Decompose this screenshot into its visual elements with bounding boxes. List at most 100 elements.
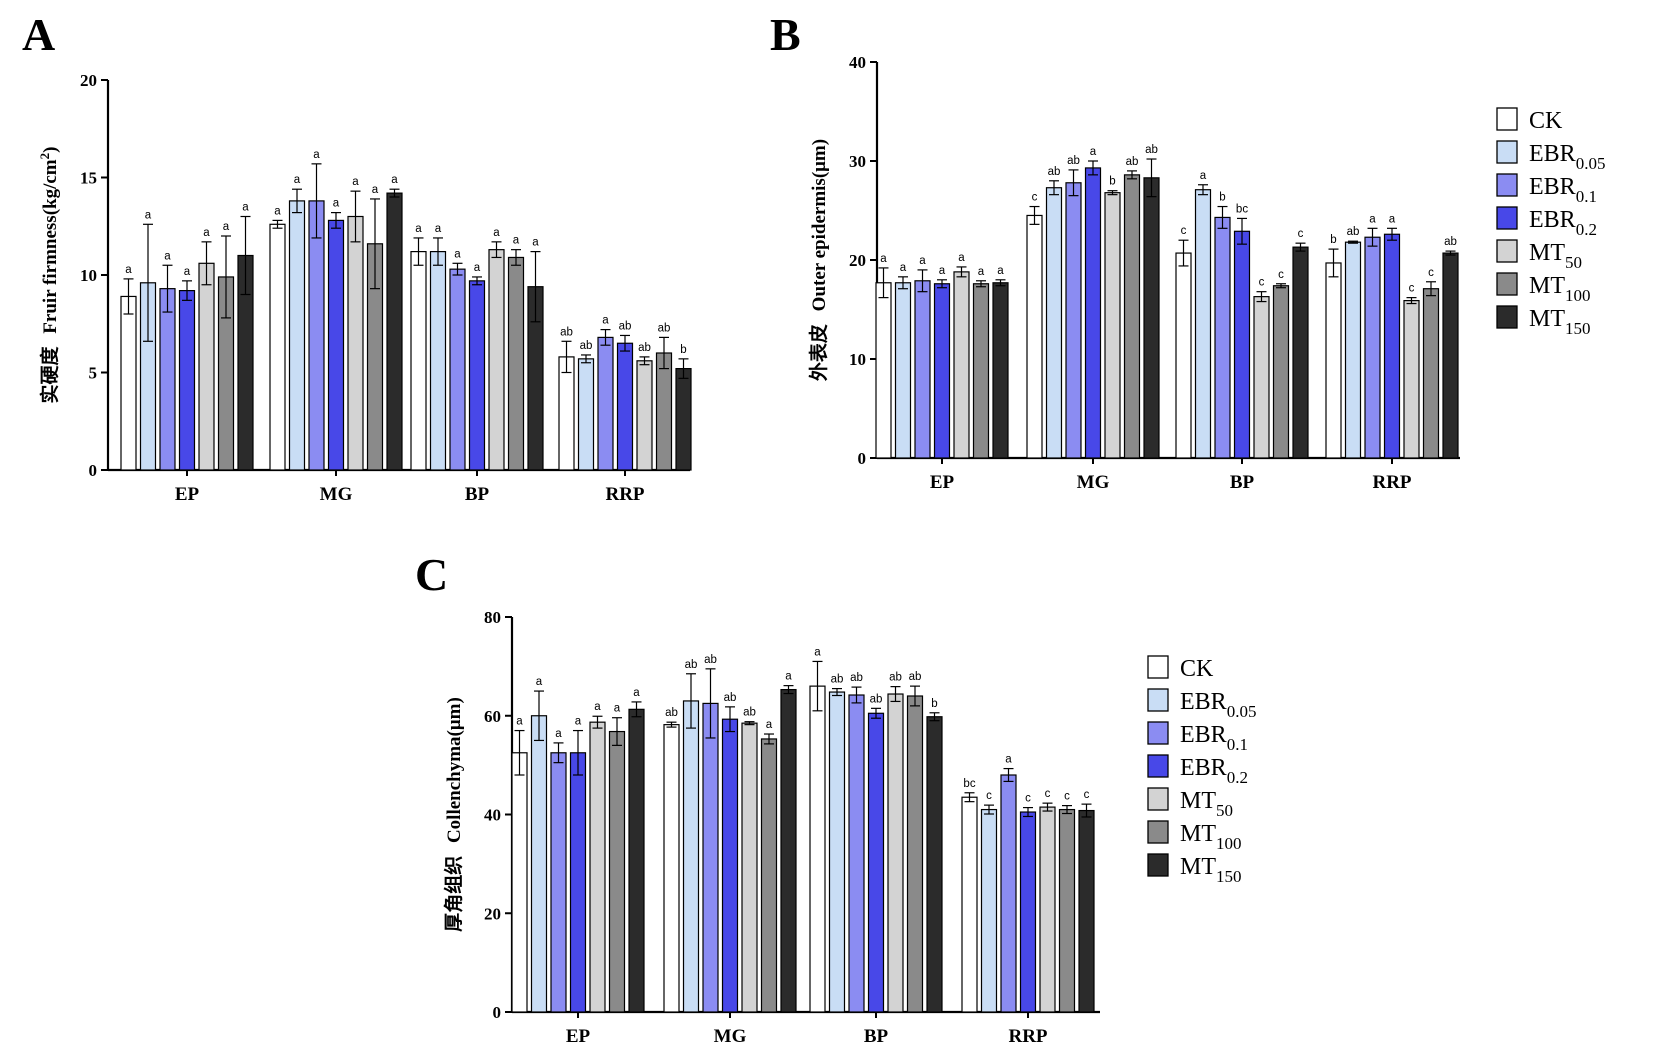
significance-letter: ab: [685, 659, 698, 671]
legend-swatch: [1496, 140, 1518, 164]
bar: [488, 249, 505, 471]
bar: [1045, 187, 1063, 459]
legend-label: MT150: [1180, 854, 1242, 886]
bar: [1026, 214, 1043, 459]
bar: [1039, 806, 1056, 1013]
significance-letter: a: [415, 223, 422, 235]
bar: [1194, 189, 1212, 459]
legend-swatch: [1496, 173, 1518, 197]
significance-letter: a: [125, 264, 132, 276]
significance-letter: ab: [704, 654, 717, 666]
y-axis-title-cn: 厚角组织: [442, 851, 465, 932]
y-tick-label: 40: [484, 806, 501, 825]
y-tick-label: 10: [849, 350, 866, 369]
panel-letter-b: B: [770, 9, 801, 60]
significance-letter: a: [1389, 213, 1396, 225]
significance-letter: ab: [1048, 166, 1061, 178]
legend-label: MT50: [1529, 240, 1582, 272]
bar: [1084, 167, 1102, 459]
y-tick-label: 0: [89, 461, 98, 480]
bar: [429, 251, 447, 471]
significance-letter: c: [1409, 283, 1415, 295]
significance-letter: a: [532, 237, 539, 249]
significance-letter: b: [1330, 234, 1336, 246]
significance-letter: a: [242, 202, 249, 214]
bar: [867, 712, 885, 1013]
significance-letter: a: [372, 184, 379, 196]
significance-letter: c: [1428, 267, 1434, 279]
bar: [675, 368, 692, 471]
significance-letter: ab: [1347, 226, 1360, 238]
significance-letter: ab: [850, 672, 863, 684]
significance-letter: a: [223, 221, 230, 233]
significance-letter: ab: [870, 693, 883, 705]
bar: [120, 295, 137, 471]
significance-letter: ab: [665, 707, 678, 719]
legend-label: EBR0.1: [1180, 722, 1248, 754]
significance-letter: a: [454, 248, 461, 260]
bar: [1364, 236, 1381, 459]
significance-letter: ab: [909, 671, 922, 683]
significance-letter: ab: [580, 340, 593, 352]
significance-letter: ab: [1067, 155, 1080, 167]
bar: [887, 693, 904, 1013]
legend-label: EBR0.1: [1529, 174, 1597, 206]
legend-swatch: [1147, 655, 1169, 679]
x-category-label: EP: [175, 484, 200, 505]
significance-letter: a: [145, 209, 152, 221]
y-axis-title-en: Outer epidermis(μm): [809, 139, 830, 311]
significance-letter: a: [536, 676, 543, 688]
significance-letter: a: [1369, 213, 1376, 225]
bar: [569, 752, 587, 1013]
y-tick-label: 5: [89, 364, 98, 383]
significance-letter: a: [594, 701, 601, 713]
bar: [906, 695, 924, 1013]
bar: [926, 716, 943, 1013]
significance-letter: a: [900, 262, 907, 274]
significance-letter: a: [614, 703, 621, 715]
significance-letter: a: [352, 176, 359, 188]
x-category-label: MG: [714, 1026, 747, 1047]
significance-letter: ab: [1444, 236, 1457, 248]
bar: [1292, 246, 1309, 459]
bar: [1272, 285, 1290, 459]
significance-letter: a: [164, 250, 171, 262]
y-axis-title: 厚角组织 Collenchyma(μm): [442, 697, 465, 932]
legend-label: EBR0.2: [1529, 207, 1597, 239]
bar: [1233, 230, 1251, 459]
bar: [386, 192, 403, 471]
significance-letter: a: [294, 174, 301, 186]
bar: [980, 808, 998, 1013]
x-category-label: BP: [1230, 472, 1255, 493]
bar: [1058, 808, 1076, 1013]
legend-swatch: [1496, 305, 1518, 329]
legend-label: EBR0.2: [1180, 755, 1248, 787]
significance-letter: a: [1090, 146, 1097, 158]
legend-label: MT150: [1529, 306, 1591, 338]
legend-swatch: [1147, 853, 1169, 877]
legend-swatch: [1496, 107, 1518, 131]
legend-label: MT50: [1180, 788, 1233, 820]
legend-label: EBR0.05: [1529, 141, 1605, 173]
significance-letter: bc: [1236, 203, 1248, 215]
x-category-label: EP: [930, 472, 955, 493]
significance-letter: a: [958, 252, 965, 264]
bar: [288, 200, 306, 471]
significance-letter: a: [274, 205, 281, 217]
panel-letter-c: C: [415, 549, 448, 600]
significance-letter: a: [391, 174, 398, 186]
x-category-label: RRP: [605, 484, 644, 505]
bar: [1214, 216, 1231, 459]
legend-swatch: [1147, 721, 1169, 745]
bar: [894, 282, 912, 459]
bar: [1442, 252, 1459, 459]
bar: [721, 718, 739, 1013]
legend-label: CK: [1180, 656, 1214, 682]
y-tick-label: 40: [849, 53, 866, 72]
significance-letter: c: [986, 790, 992, 802]
y-axis-title: 外表皮 Outer epidermis(μm): [807, 139, 830, 381]
y-tick-label: 15: [80, 169, 97, 188]
